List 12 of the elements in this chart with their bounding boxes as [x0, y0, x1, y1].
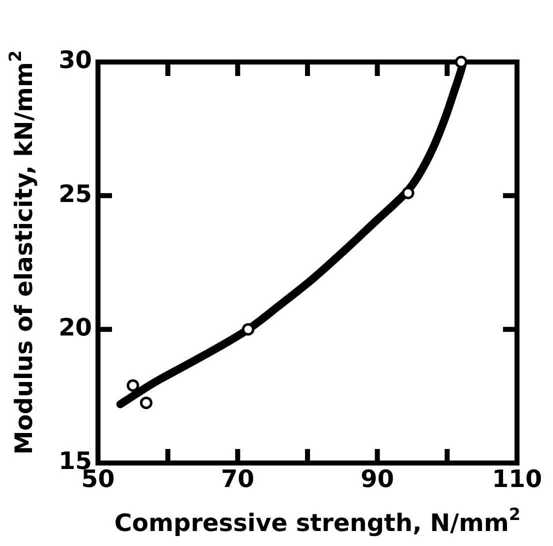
- y-tick-label: 20: [58, 314, 92, 342]
- y-tick-label: 30: [58, 46, 92, 74]
- point: [242, 323, 254, 336]
- point: [402, 186, 414, 200]
- point: [454, 56, 468, 68]
- x-tick-label: 90: [360, 465, 394, 494]
- y-axis-title: Modulus of elasticity, kN/mm2: [4, 50, 38, 455]
- x-tick-label: 110: [492, 465, 542, 494]
- x-tick-label: 70: [220, 465, 254, 494]
- y-tick-label: 25: [58, 180, 92, 208]
- point: [140, 396, 152, 410]
- point: [126, 379, 140, 392]
